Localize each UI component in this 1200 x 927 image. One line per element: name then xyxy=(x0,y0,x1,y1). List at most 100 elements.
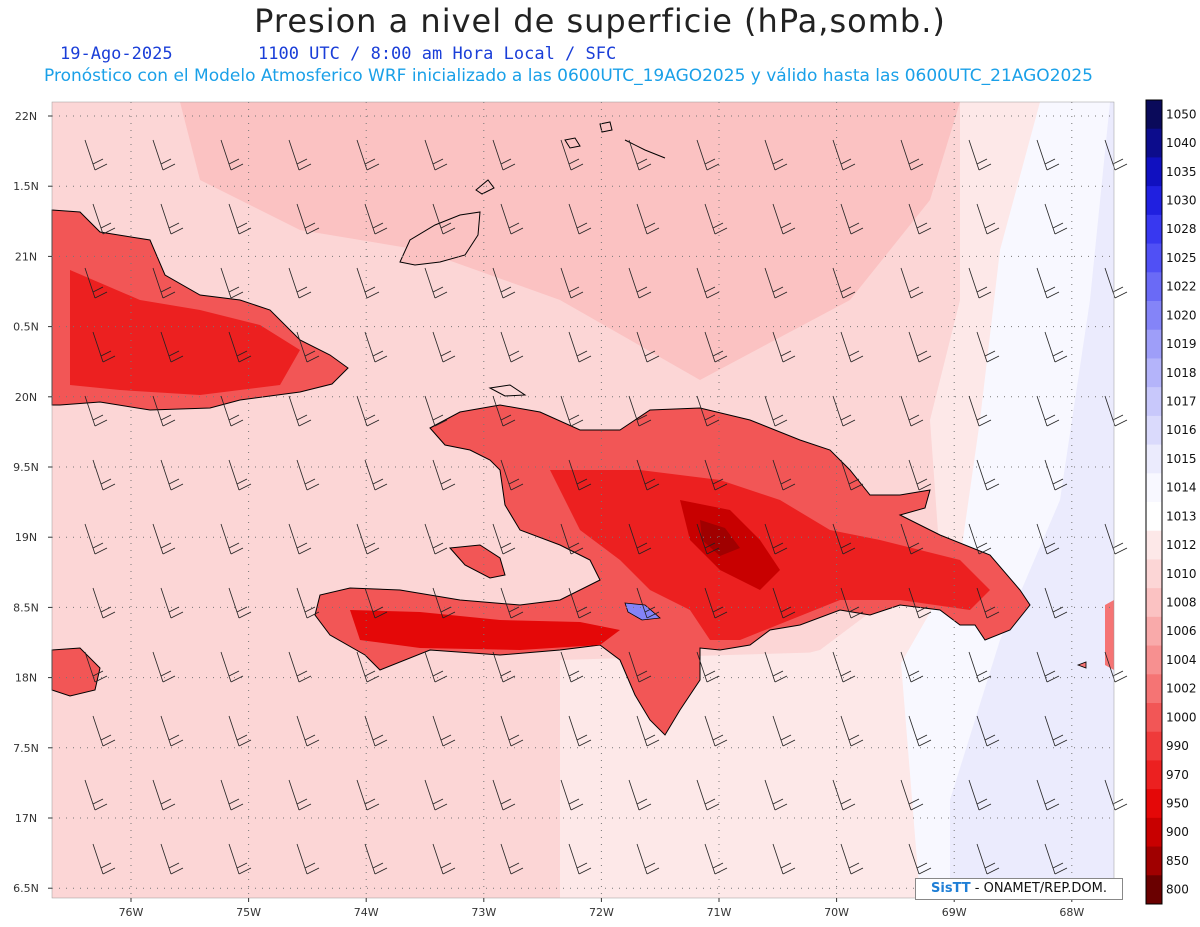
wind-barb xyxy=(84,523,108,555)
wind-barb xyxy=(1044,331,1068,363)
colorbar-label: 1020 xyxy=(1166,308,1197,322)
wind-barb xyxy=(628,139,652,171)
wind-barb xyxy=(1044,715,1068,747)
colorbar-label: 1004 xyxy=(1166,653,1197,667)
wind-barb xyxy=(356,779,380,811)
lat-tick-label: 21N xyxy=(15,250,37,263)
wind-barb xyxy=(228,843,252,875)
lat-tick-label: 20N xyxy=(15,391,37,404)
wind-barb xyxy=(764,651,788,683)
wind-barb xyxy=(560,267,584,299)
wind-barb xyxy=(432,331,456,363)
wind-barb xyxy=(424,139,448,171)
wind-barb xyxy=(288,395,312,427)
colorbar-swatch xyxy=(1146,186,1162,216)
wind-barb xyxy=(424,523,448,555)
wind-barb xyxy=(356,139,380,171)
wind-barb xyxy=(500,715,524,747)
wind-barb xyxy=(704,331,728,363)
wind-barb xyxy=(764,139,788,171)
wind-barbs xyxy=(84,139,1128,875)
lat-tick-label: 0.5N xyxy=(13,321,39,334)
model-info: Pronóstico con el Modelo Atmosferico WRF… xyxy=(44,66,1093,86)
wind-barb xyxy=(1036,395,1060,427)
map-frame xyxy=(51,101,1115,899)
wind-barb xyxy=(364,203,388,235)
wind-barb xyxy=(220,523,244,555)
wind-barb xyxy=(636,203,660,235)
colorbar-swatch xyxy=(1146,559,1162,589)
wind-barb xyxy=(832,523,856,555)
wind-barb xyxy=(568,715,592,747)
colorbar-label: 1006 xyxy=(1166,624,1197,638)
wind-barb xyxy=(220,139,244,171)
wind-barb xyxy=(296,587,320,619)
colorbar-label: 900 xyxy=(1166,825,1189,839)
wind-barb xyxy=(1044,459,1068,491)
colorbar-swatch xyxy=(1146,530,1162,560)
colorbar-label: 990 xyxy=(1166,739,1189,753)
wind-barb xyxy=(364,715,388,747)
colorbar-label: 850 xyxy=(1166,854,1189,868)
colorbar-label: 1012 xyxy=(1166,538,1197,552)
colorbar-label: 1018 xyxy=(1166,366,1197,380)
wind-barb xyxy=(92,587,116,619)
wind-barb xyxy=(840,587,864,619)
colorbar-label: 1040 xyxy=(1166,136,1197,150)
wind-barb xyxy=(636,331,660,363)
wind-barb xyxy=(908,587,932,619)
wind-barb xyxy=(1036,523,1060,555)
wind-barb xyxy=(160,715,184,747)
colorbar-label: 800 xyxy=(1166,883,1189,897)
colorbar-swatch xyxy=(1146,128,1162,158)
colorbar-swatch xyxy=(1146,214,1162,245)
lat-tick-label: 19N xyxy=(15,531,37,544)
wind-barb xyxy=(152,267,176,299)
wind-barb xyxy=(1036,139,1060,171)
wind-barb xyxy=(908,843,932,875)
colorbar-label: 970 xyxy=(1166,768,1189,782)
wind-barb xyxy=(220,779,244,811)
lat-tick-label: 9.5N xyxy=(13,461,39,474)
colorbar-label: 950 xyxy=(1166,797,1189,811)
wind-barb xyxy=(968,523,992,555)
wind-barb xyxy=(492,139,516,171)
wind-barb xyxy=(92,331,116,363)
wind-barb xyxy=(696,139,720,171)
colorbar-swatch xyxy=(1146,329,1162,359)
wind-barb xyxy=(560,523,584,555)
lat-tick-label: 18N xyxy=(15,672,37,685)
wind-barb xyxy=(364,331,388,363)
wind-barb xyxy=(628,523,652,555)
colorbar-swatch xyxy=(1146,387,1162,417)
bahamas-islands xyxy=(399,121,666,397)
wind-barb xyxy=(220,395,244,427)
wind-barb xyxy=(152,395,176,427)
wind-barb xyxy=(976,331,1000,363)
wind-barb xyxy=(628,395,652,427)
credit-box: SisTT - ONAMET/REP.DOM. xyxy=(915,878,1123,900)
wind-barb xyxy=(152,139,176,171)
hispaniola-landmass xyxy=(314,404,1087,736)
wind-barb xyxy=(1104,267,1128,299)
wind-barb xyxy=(832,267,856,299)
colorbar-swatch xyxy=(1146,645,1162,675)
wind-barb xyxy=(296,715,320,747)
wind-barb xyxy=(900,779,924,811)
wind-barb xyxy=(84,395,108,427)
wind-barb xyxy=(288,523,312,555)
wind-barb xyxy=(228,587,252,619)
wind-barb xyxy=(636,715,660,747)
wind-barb xyxy=(1036,267,1060,299)
wind-barb xyxy=(696,779,720,811)
wind-barb xyxy=(636,843,660,875)
wind-barb xyxy=(840,331,864,363)
wind-barb xyxy=(424,267,448,299)
wind-barb xyxy=(568,459,592,491)
wind-barb xyxy=(228,459,252,491)
wind-barb xyxy=(228,331,252,363)
wind-barb xyxy=(840,715,864,747)
wind-barb xyxy=(832,651,856,683)
lon-tick-label: 73W xyxy=(471,906,496,919)
sistt-logo: SisTT xyxy=(931,881,971,896)
